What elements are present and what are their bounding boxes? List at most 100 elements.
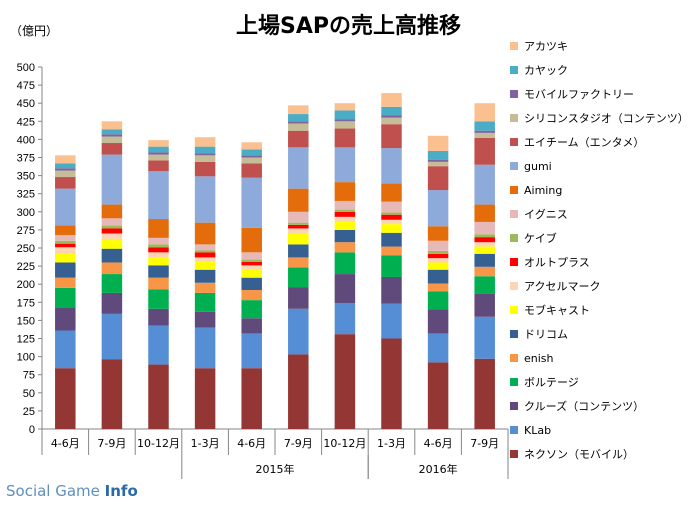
legend-swatch [510,90,518,98]
x-tick-label: 7-9月 [284,437,313,450]
bar-segment [288,130,309,148]
bar-segment [101,134,123,137]
bar-segment [101,225,123,229]
bar-segment [334,221,356,230]
bar-segment [194,252,216,258]
bar-segment [194,261,216,270]
bar-segment [474,276,495,294]
legend-item: ドリコム [510,324,568,344]
bar-segment [241,277,262,290]
bar-segment [55,163,76,169]
legend-item: アカツキ [510,36,568,56]
bar-segment [427,135,449,151]
x-tick-label: 1-3月 [191,437,220,450]
bar-segment [381,255,402,277]
legend-label: KLab [524,423,552,437]
bar-segment [101,292,123,314]
bar-segment [381,219,402,225]
x-tick-label: 10-12月 [137,437,180,450]
bar-segment [101,313,123,360]
bar-segment [474,316,495,359]
legend-item: ケイブ [510,228,557,248]
bar-segment [288,244,309,258]
bar-segment [474,137,495,165]
legend-label: ドリコム [524,328,568,341]
legend-item: ボルテージ [510,372,579,392]
bar-segment [474,242,495,247]
bar-segment [148,308,169,326]
bar-segment [194,137,216,147]
bar-segment [55,243,76,248]
y-axis-unit-label: （億円） [10,24,59,38]
legend-label: enish [524,351,554,365]
bar-segment [241,149,262,156]
y-tick-label: 300 [17,207,35,219]
bar-segment [194,311,216,328]
bar-segment [427,161,449,167]
legend-item: KLab [510,420,551,440]
bar-segment [381,303,402,339]
bar-segment [288,267,309,288]
y-tick-label: 100 [17,352,35,364]
bar-segment [381,214,402,220]
legend-label: アクセルマーク [524,280,601,293]
bar-segment [288,147,309,189]
bar-segment [427,250,449,254]
bar-segment [474,103,495,122]
bar-segment [334,274,356,304]
x-tick-label: 7-9月 [470,437,499,450]
legend-swatch [510,306,518,314]
bar-segment [381,115,402,118]
bar-segment [427,253,449,259]
bar-segment [381,224,402,233]
bar-segment [55,330,76,369]
legend-swatch [510,378,518,386]
bar-segment [55,287,76,308]
bar-segment [288,308,309,355]
bar-segment [101,228,123,234]
bar-segment [194,292,216,312]
bar-segment [148,257,169,266]
bar-segment [427,159,449,162]
legend-swatch [510,402,518,410]
legend-label: オルトプラス [524,256,590,269]
bar-segment [55,368,76,429]
bar-segment [334,209,356,212]
bar-segment [474,164,495,205]
bar-segment [194,161,216,177]
bar-segment [288,211,309,223]
bar-segment [334,229,356,243]
y-tick-label: 200 [17,279,35,291]
legend-item: オルトプラス [510,252,590,272]
bar-segment [334,128,356,148]
bar-segment [241,318,262,334]
bar-segment [474,121,495,131]
bar-segment [241,265,262,270]
bar-segment [334,121,356,129]
bar-segment [55,225,76,235]
watermark-text-social-game: Social Game [6,482,105,500]
bar-segment [55,277,76,288]
bar-segment [288,224,309,229]
bar-segment [194,327,216,369]
bar-segment [241,177,262,228]
bar-segment [427,150,449,160]
bar-segment [381,183,402,202]
bar-segment [288,228,309,234]
bar-segment [148,325,169,365]
bar-segment [194,244,216,251]
bar-segment [474,221,495,235]
bar-segment [288,114,309,122]
y-tick-label: 350 [17,171,35,183]
bar-segment [474,204,495,222]
bar-segment [288,257,309,268]
bar-segment [148,146,169,153]
bar-segment [381,106,402,116]
bar-segment [474,237,495,243]
bar-segment [55,253,76,263]
bar-segment [241,259,262,262]
legend-label: モブキャスト [524,304,590,317]
x-tick-label: 10-12月 [323,437,366,450]
legend-label: モバイルファクトリー [524,88,634,101]
legend-item: Aiming [510,180,562,200]
